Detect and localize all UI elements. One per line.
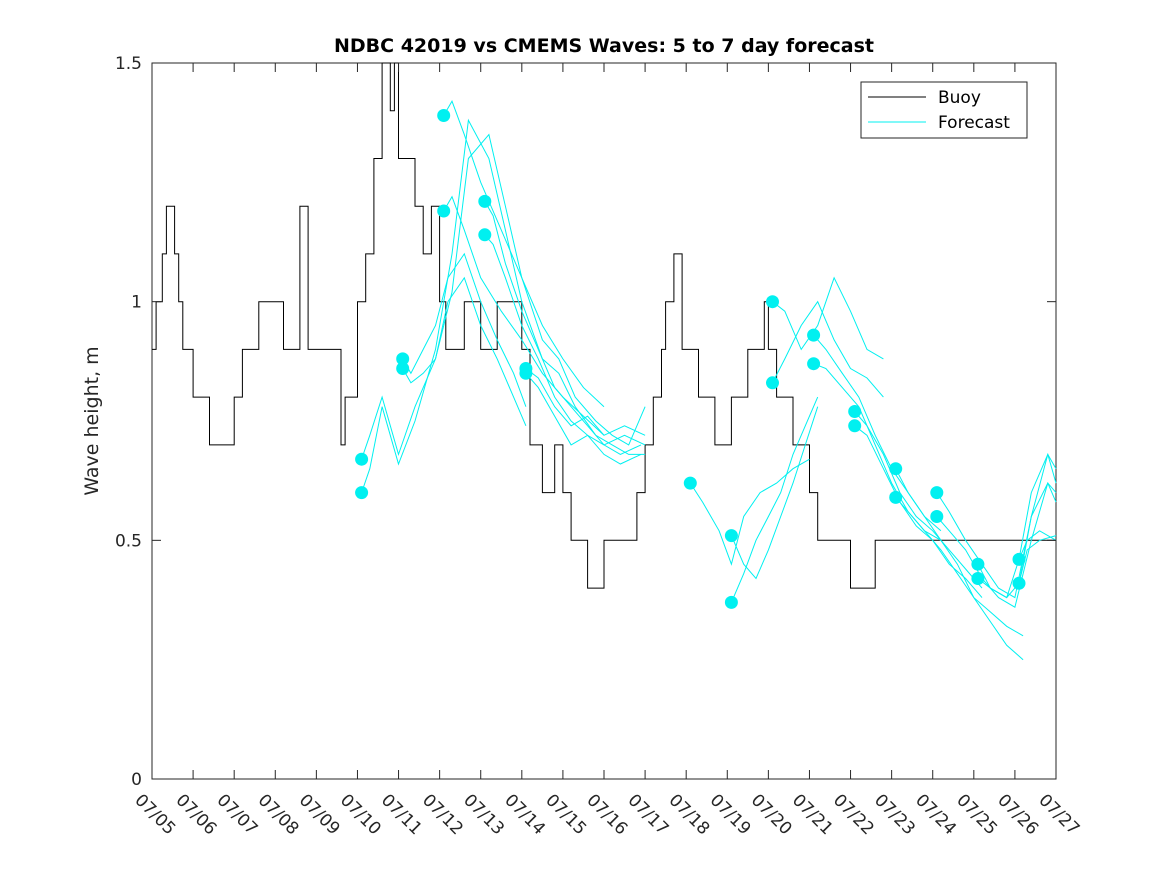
legend-forecast-label: Forecast: [938, 113, 1010, 133]
forecast-line: [1018, 535, 1057, 584]
y-tick-label: 0: [131, 770, 142, 790]
forecast-start-marker: [478, 194, 492, 208]
forecast-start-marker: [889, 462, 903, 476]
y-axis: 0 0.5 1 1.5: [115, 54, 1056, 790]
x-tick-label: 07/11: [377, 790, 426, 839]
x-tick-label: 07/06: [172, 790, 221, 839]
forecast-start-marker: [724, 529, 738, 543]
forecast-line: [443, 100, 605, 408]
forecast-start-marker: [724, 595, 738, 609]
x-tick-label: 07/24: [911, 790, 960, 839]
y-axis-label: Wave height, m: [81, 346, 103, 495]
y-tick-label: 1.5: [115, 54, 142, 74]
forecast-line: [484, 234, 642, 465]
x-tick-label: 07/09: [295, 790, 344, 839]
buoy-series: [152, 62, 1056, 589]
x-tick-label: 07/17: [624, 790, 673, 839]
plot-frame: [151, 62, 1057, 780]
forecast-line: [443, 195, 605, 436]
forecast-line: [854, 425, 983, 598]
forecast-start-marker: [1012, 552, 1026, 566]
forecast-start-marker: [437, 204, 451, 218]
x-tick-label: 07/12: [418, 790, 467, 839]
forecast-start-marker: [683, 476, 697, 490]
forecast-line: [772, 276, 884, 360]
x-tick-label: 07/10: [336, 790, 385, 839]
forecast-line: [854, 411, 983, 589]
forecast-start-marker: [519, 366, 533, 380]
forecast-start-marker: [478, 228, 492, 242]
x-tick-label: 07/21: [788, 790, 837, 839]
forecast-start-marker: [848, 419, 862, 433]
legend: Buoy Forecast: [860, 81, 1028, 139]
forecast-start-marker: [396, 362, 410, 375]
forecast-line: [361, 118, 646, 493]
forecast-start-marker: [807, 328, 821, 342]
forecast-line: [895, 468, 1024, 661]
x-tick-label: 07/05: [130, 790, 179, 839]
forecast-start-marker: [848, 405, 862, 418]
forecast-line: [772, 300, 884, 398]
x-tick-label: 07/14: [500, 790, 549, 839]
forecast-start-marker: [355, 452, 369, 466]
x-tick-label: 07/16: [582, 790, 631, 839]
forecast-line: [402, 276, 527, 426]
buoy-line: [152, 62, 1056, 589]
x-tick-label: 07/22: [829, 790, 878, 839]
legend-box: [860, 81, 1028, 139]
plot-area: [151, 62, 1057, 780]
chart-title: NDBC 42019 vs CMEMS Waves: 5 to 7 day fo…: [334, 35, 874, 57]
forecast-line: [936, 453, 1057, 599]
forecast-line: [730, 406, 819, 580]
forecast-line: [525, 368, 646, 436]
x-tick-label: 07/15: [541, 790, 590, 839]
forecast-start-marker: [355, 486, 369, 500]
x-tick-label: 07/08: [254, 790, 303, 839]
forecast-start-marker: [971, 572, 985, 585]
forecast-start-marker: [971, 557, 985, 571]
x-tick-label: 07/13: [459, 790, 508, 839]
forecast-line: [402, 252, 527, 407]
forecast-line: [361, 133, 646, 460]
forecast-line: [689, 458, 810, 566]
forecast-line: [895, 497, 1024, 637]
x-tick-label: 07/19: [706, 790, 755, 839]
forecast-line: [730, 396, 819, 603]
legend-buoy-label: Buoy: [938, 88, 981, 108]
x-tick-label: 07/18: [665, 790, 714, 839]
forecast-marker-group: [355, 109, 1026, 609]
x-tick-label: 07/26: [993, 790, 1042, 839]
forecast-line: [484, 201, 642, 455]
y-tick-label: 1: [131, 293, 142, 313]
x-tick-label: 07/27: [1034, 790, 1083, 839]
forecast-line: [1018, 530, 1057, 560]
y-tick-label: 0.5: [115, 531, 142, 551]
forecast-start-marker: [930, 510, 944, 523]
forecast-start-marker: [437, 109, 451, 122]
forecast-start-marker: [766, 376, 779, 390]
forecast-start-marker: [930, 486, 944, 500]
x-tick-label: 07/25: [952, 790, 1001, 839]
forecast-line: [936, 482, 1057, 608]
forecast-start-marker: [1012, 576, 1026, 590]
forecast-start-marker: [396, 352, 410, 366]
x-tick-label: 07/23: [870, 790, 919, 839]
x-tick-label: 07/20: [747, 790, 796, 839]
forecast-line: [525, 372, 646, 446]
forecast-start-marker: [766, 295, 779, 309]
forecast-start-marker: [807, 357, 821, 371]
forecast-start-marker: [889, 490, 903, 504]
x-tick-label: 07/07: [213, 790, 262, 839]
